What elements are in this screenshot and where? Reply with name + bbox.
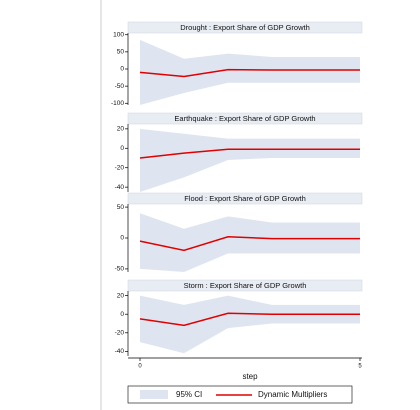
panel-title: Earthquake : Export Share of GDP Growth [174, 114, 315, 123]
y-tick-label: 50 [117, 204, 125, 211]
panel-title: Drought : Export Share of GDP Growth [180, 23, 310, 32]
y-tick-label: -100 [111, 100, 124, 107]
panel-title: Storm : Export Share of GDP Growth [184, 281, 307, 290]
line [139, 236, 360, 252]
y-tick-label: -40 [115, 348, 125, 355]
ci-band [140, 39, 360, 105]
y-tick-label: -50 [115, 266, 125, 273]
y-tick-label: 50 [117, 49, 125, 56]
line [139, 312, 360, 327]
y-tick-label: -20 [115, 330, 125, 337]
y-tick-label: 0 [120, 66, 124, 73]
panel-title: Flood : Export Share of GDP Growth [184, 194, 306, 203]
panel-strip [127, 192, 363, 205]
legend-swatch [140, 390, 168, 399]
y-tick-label: -40 [115, 184, 125, 191]
y-tick-label: 20 [117, 126, 125, 133]
y-tick-label: 0 [120, 145, 124, 152]
line [139, 148, 360, 159]
line [139, 68, 360, 78]
ci-band [140, 295, 360, 354]
x-tick-label: 0 [138, 364, 142, 370]
legend-label: Dynamic Multipliers [258, 390, 327, 399]
legend-label: 95% CI [176, 390, 202, 399]
y-tick-label: -20 [115, 164, 125, 171]
ci-band [140, 128, 360, 192]
x-tick-label: 5 [358, 364, 362, 370]
y-tick-label: 20 [117, 292, 125, 299]
y-tick-label: -50 [115, 83, 125, 90]
panel-strip [127, 112, 363, 125]
y-tick-label: 0 [120, 311, 124, 318]
y-tick-label: 100 [113, 31, 124, 38]
ci-band [140, 213, 360, 272]
x-axis-label: step [242, 372, 258, 381]
y-tick-label: 0 [120, 235, 124, 242]
panel-strip [127, 279, 363, 292]
panel-strip [127, 21, 363, 34]
